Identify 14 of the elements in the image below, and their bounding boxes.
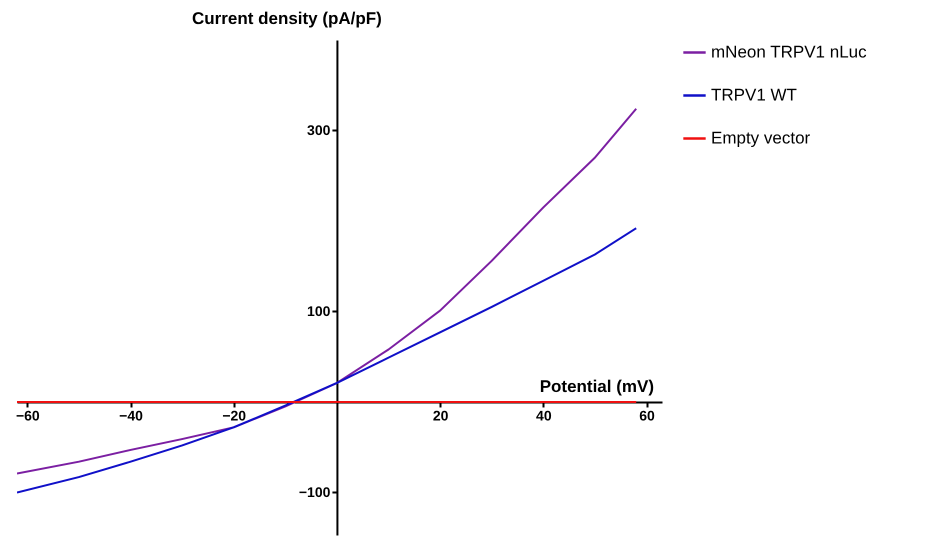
y-axis-title: Current density (pA/pF) — [192, 9, 382, 28]
x-axis-title: Potential (mV) — [540, 376, 654, 396]
legend-label: TRPV1 WT — [711, 86, 797, 104]
x-tick-label: −40 — [119, 407, 144, 424]
y-tick-label: −100 — [298, 484, 331, 500]
x-tick-label: 40 — [536, 407, 552, 424]
y-tick-label: 100 — [307, 302, 331, 319]
x-tick-label: 20 — [432, 407, 449, 424]
legend-label: mNeon TRPV1 nLuc — [711, 42, 868, 62]
y-tick-label: 300 — [307, 122, 331, 138]
x-tick-label: 60 — [639, 407, 656, 424]
x-tick-label: −60 — [16, 407, 40, 424]
legend-label: Empty vector — [711, 128, 811, 148]
x-tick-label: −20 — [222, 407, 246, 424]
